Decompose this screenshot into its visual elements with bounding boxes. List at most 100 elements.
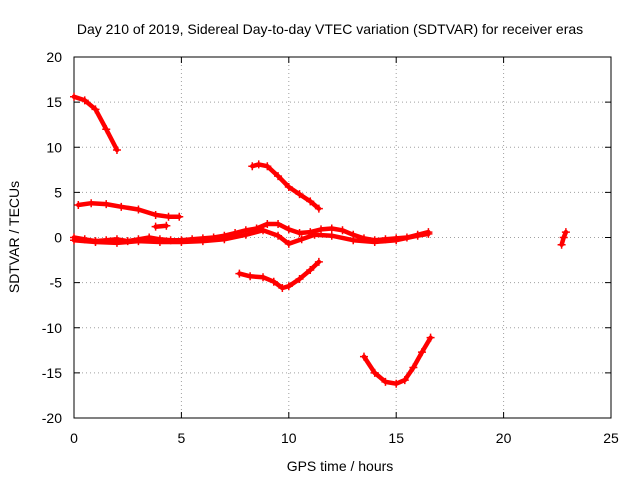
series-6 [248,160,323,213]
data-point [370,368,379,377]
y-tick-label: 0 [54,230,62,246]
data-point [177,238,186,247]
y-tick-label: 20 [46,49,62,65]
data-point [409,363,418,372]
data-point [278,284,287,293]
data-point [91,105,100,114]
data-point [263,162,272,171]
y-tick-label: -10 [42,320,62,336]
data-point [117,202,126,211]
series-band [76,200,182,219]
data-point [327,231,336,240]
data-point [151,222,160,231]
data-point [274,231,283,240]
data-point [248,162,257,171]
data-point [102,200,111,209]
data-point [413,231,422,240]
axis-ticks [73,56,612,419]
data-point [310,230,319,239]
data-point [155,238,164,247]
data-point [175,212,184,221]
data-point [424,229,433,238]
series-5 [151,221,171,231]
data-series [70,92,570,388]
series-band [361,335,433,386]
chart-title: Day 210 of 2019, Sidereal Day-to-day VTE… [77,21,583,37]
data-point [241,230,250,239]
data-point [87,199,96,208]
x-axis-label: GPS time / hours [287,458,394,474]
series-band [71,94,120,153]
data-point [327,224,336,233]
data-point [80,96,89,105]
y-tick-label: 15 [46,94,62,110]
tick-labels: 0 5 10 15 20 25 20 15 10 5 0 -5 -10 -15 -20 [42,49,619,446]
data-point [295,275,304,284]
series-7 [235,257,323,293]
y-tick-label: -20 [42,410,62,426]
data-point [381,377,390,386]
data-point [284,239,293,248]
data-point [392,379,401,388]
data-point [164,212,173,221]
data-point [259,226,268,235]
data-point [70,236,78,245]
data-point [314,257,323,266]
data-point [306,265,315,274]
data-point [317,225,326,234]
y-axis-label: SDTVAR / TECUs [6,181,22,293]
y-tick-label: -15 [42,365,62,381]
x-tick-label: 15 [388,430,404,446]
data-point [112,145,121,154]
data-point [559,233,568,242]
x-tick-label: 20 [496,430,512,446]
series-1 [70,92,121,154]
data-point [254,160,263,169]
series-4 [70,226,433,248]
x-tick-label: 5 [178,430,186,446]
data-point [561,228,570,237]
series-2 [74,199,184,221]
data-point [246,272,255,281]
series-band [237,259,322,291]
data-point [295,228,304,237]
series-8 [359,333,435,388]
data-point [102,125,111,134]
series-9 [557,228,570,249]
data-point [235,269,244,278]
data-point [269,277,278,286]
data-point [284,282,293,291]
data-point [392,236,401,245]
x-tick-label: 0 [70,430,78,446]
data-point [91,238,100,247]
data-point [284,182,293,191]
x-tick-label: 10 [281,430,297,446]
data-point [557,240,566,249]
x-tick-label: 25 [603,430,619,446]
y-tick-label: 10 [46,139,62,155]
data-point [263,219,272,228]
data-point [306,197,315,206]
data-point [400,376,409,385]
data-point [417,348,426,357]
y-tick-label: -5 [50,275,63,291]
data-point [74,201,83,210]
data-point [134,237,143,246]
data-point [314,204,323,213]
data-point [426,333,435,342]
data-point [259,273,268,282]
data-point [162,221,171,230]
data-point [338,226,347,235]
data-point [297,235,306,244]
data-point [295,190,304,199]
data-point [151,210,160,219]
data-point [274,219,283,228]
data-point [198,237,207,246]
data-point [134,205,143,214]
data-point [359,352,368,361]
data-point [274,172,283,181]
data-point [370,238,379,247]
data-point [220,235,229,244]
y-tick-label: 5 [54,184,62,200]
